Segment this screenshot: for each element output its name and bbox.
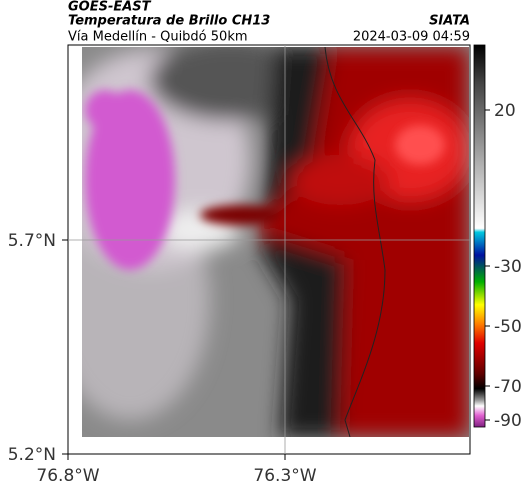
lat-label: 5.7°N — [8, 231, 56, 251]
satellite-image — [82, 47, 469, 437]
source: SIATA — [429, 14, 470, 29]
colorbar — [473, 44, 486, 428]
colorbar-label: -50 — [494, 317, 522, 337]
colorbar-label: -30 — [494, 257, 522, 277]
map-frame — [67, 44, 471, 455]
colorbar-ticks: 20 -30 -50 -70 -90 — [485, 101, 522, 431]
subtitle: Temperatura de Brillo CH13 — [68, 14, 270, 29]
lat-label: 5.2°N — [8, 445, 56, 465]
colorbar-label: -90 — [494, 411, 522, 431]
colorbar-label: -70 — [494, 377, 522, 397]
lon-label: 76.8°W — [36, 466, 99, 486]
title: GOES-EAST — [68, 0, 152, 15]
lon-label: 76.3°W — [253, 466, 316, 486]
coastline — [324, 47, 386, 437]
colorbar-label: 20 — [494, 101, 516, 121]
timestamp: 2024-03-09 04:59 — [353, 30, 470, 45]
region: Vía Medellín - Quibdó 50km — [68, 30, 248, 45]
